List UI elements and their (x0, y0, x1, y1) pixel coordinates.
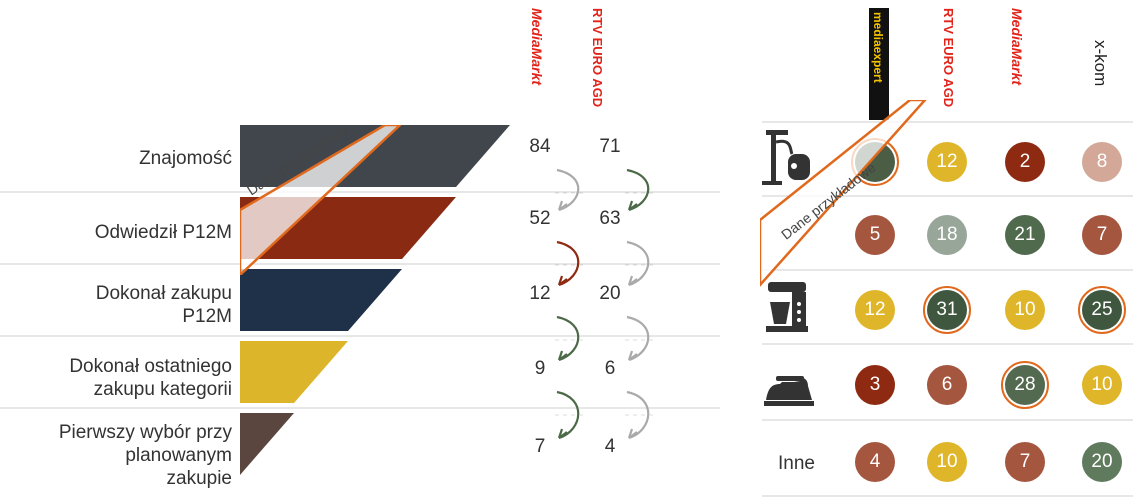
conversion-arrow (626, 168, 650, 212)
watermark-banner-2 (758, 98, 928, 289)
funnel-stage-label-line: Dokonał zakupu (95, 283, 232, 304)
conversion-arrow-head (627, 275, 638, 286)
iron-icon (764, 376, 814, 406)
conversion-arrow-head (627, 428, 638, 439)
watermark-funnel: Dane przykładowe (238, 122, 510, 278)
funnel-stage-label: Dokonał zakupu P12M (96, 282, 232, 328)
watermark-table: Dane przykładowe (758, 98, 960, 290)
funnel-value: 63 (599, 208, 621, 229)
bubble: 8 (1082, 142, 1122, 182)
xkom-logo-text: x-kom (1091, 40, 1110, 87)
funnel-stage-label-line: Pierwszy wybór przy (58, 421, 232, 443)
funnel-stage-label-line: Znajomość (139, 147, 232, 169)
funnel-stage-label-line: zakupu kategorii (93, 379, 232, 400)
funnel-value: 84 (529, 136, 551, 157)
funnel-stage-label-line: Dokonał ostatniego (69, 356, 232, 377)
bubble: 12 (927, 142, 967, 182)
conversion-arrow-head (557, 350, 568, 361)
funnel-stage-label-line: P12M (182, 306, 232, 327)
bubble: 2 (1005, 142, 1045, 182)
bubble: 10 (1005, 290, 1045, 330)
bubble: 7 (1082, 215, 1122, 255)
bubble: 21 (1005, 215, 1045, 255)
xkom-logo: x-kom (1090, 40, 1110, 86)
conversion-arrow (626, 315, 650, 362)
watermark-banner (238, 123, 404, 278)
conversion-arrow (556, 168, 580, 212)
funnel-stage-label-line: zakupie (166, 467, 233, 489)
funnel-value: 6 (604, 358, 616, 379)
funnel-stage-5 (240, 413, 294, 475)
bubble: 20 (1082, 442, 1122, 482)
funnel-value: 9 (534, 358, 546, 379)
mediamarkt-logo: MediaMarkt (529, 8, 545, 85)
bubble: 10 (1082, 365, 1122, 405)
funnel-stage-4 (240, 341, 348, 403)
rtv-euro-agd-logo-text-2: RTV EURO AGD (941, 8, 956, 108)
mediamarkt-logo-text: MediaMarkt (529, 8, 545, 86)
conversion-arrow-head (557, 200, 568, 211)
funnel-value: 52 (529, 208, 551, 229)
funnel-stage-label-line: Odwiedził P12M (94, 221, 232, 243)
funnel-stage-3 (240, 269, 402, 331)
highlight-ring (1001, 361, 1049, 409)
funnel-value: 20 (599, 283, 621, 304)
conversion-arrow (556, 240, 580, 287)
mediamarkt-logo-text-2: MediaMarkt (1009, 8, 1025, 86)
bubble: 3 (855, 365, 895, 405)
conversion-arrow (626, 240, 650, 287)
bubble: 4 (855, 442, 895, 482)
conversion-arrow-head (557, 428, 568, 439)
bubble-table-grid (762, 121, 1133, 497)
conversion-arrow (556, 315, 580, 362)
conversion-arrow (556, 390, 580, 440)
conversion-arrow-head (627, 350, 638, 361)
bubble: 6 (927, 365, 967, 405)
bubble: 12 (855, 290, 895, 330)
mediaexpert-logo: mediaexpert (869, 8, 889, 120)
funnel-stage-label: Pierwszy wybór przy planowanym zakupie (59, 421, 232, 490)
funnel-stage-label: Znajomość (139, 147, 232, 170)
conversion-arrow-head (557, 275, 568, 286)
kitchen-robot-icon (766, 282, 808, 332)
bubble: 10 (927, 442, 967, 482)
bubble: 18 (927, 215, 967, 255)
rtv-euro-agd-logo: RTV EURO AGD (590, 8, 605, 107)
funnel-value: 7 (534, 436, 546, 457)
rtv-euro-agd-logo-2: RTV EURO AGD (941, 8, 956, 107)
funnel-stage-label: Odwiedził P12M (95, 221, 232, 244)
rtv-euro-agd-logo-text: RTV EURO AGD (590, 8, 605, 108)
highlight-ring (1078, 286, 1126, 334)
funnel-stage-labels: Znajomość Odwiedził P12M Dokonał zakupu P12… (0, 0, 232, 500)
mediamarkt-logo-2: MediaMarkt (1009, 8, 1025, 85)
funnel-value: 71 (599, 136, 621, 157)
conversion-arrow-head (627, 200, 638, 211)
highlight-ring (923, 286, 971, 334)
bubble: 7 (1005, 442, 1045, 482)
funnel-stage-label-line: planowanym (125, 444, 232, 466)
conversion-arrow (626, 390, 650, 440)
row-label-inne: Inne (778, 453, 815, 474)
bubble: 5 (855, 215, 895, 255)
funnel-stage-label: Dokonał ostatniego zakupu kategorii (69, 355, 232, 401)
vacuum-cleaner-icon (762, 130, 810, 185)
mediaexpert-logo-text: mediaexpert (871, 12, 885, 83)
funnel-value: 4 (604, 436, 616, 457)
funnel-value: 12 (529, 283, 551, 304)
